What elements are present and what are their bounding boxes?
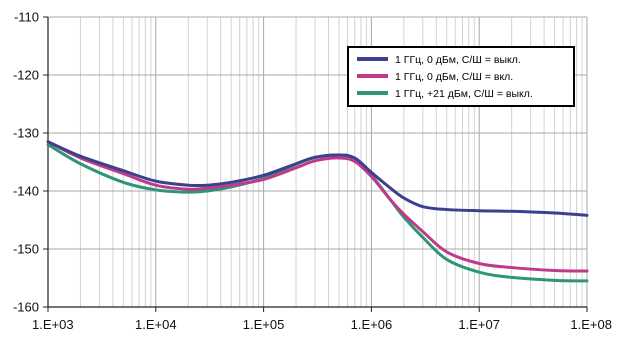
series-line-1 xyxy=(46,140,589,217)
x-tick-label: 1.E+05 xyxy=(243,317,285,332)
x-tick-label: 1.E+06 xyxy=(351,317,393,332)
series-lines xyxy=(46,140,589,283)
x-tick-label: 1.E+04 xyxy=(135,317,177,332)
x-tick-label: 1.E+07 xyxy=(458,317,500,332)
legend-label-2: 1 ГГц, 0 дБм, С/Ш = вкл. xyxy=(395,71,513,83)
y-tick-labels: -110 -120 -130 -140 -150 -160 xyxy=(13,10,39,315)
x-tick-labels: 1.E+03 1.E+04 1.E+05 1.E+06 1.E+07 1.E+08 xyxy=(32,317,612,332)
y-tick-label: -150 xyxy=(13,242,39,257)
legend: 1 ГГц, 0 дБм, С/Ш = выкл. 1 ГГц, 0 дБм, С… xyxy=(347,46,575,107)
x-tick-label: 1.E+03 xyxy=(32,317,74,332)
y-tick-label: -130 xyxy=(13,126,39,141)
y-tick-label: -120 xyxy=(13,68,39,83)
y-tick-label: -140 xyxy=(13,184,39,199)
series-line-3 xyxy=(46,143,589,283)
legend-label-3: 1 ГГц, +21 дБм, С/Ш = выкл. xyxy=(395,88,533,100)
series-line-2 xyxy=(46,140,589,273)
legend-label-1: 1 ГГц, 0 дБм, С/Ш = выкл. xyxy=(395,54,521,66)
axes xyxy=(43,16,588,312)
minor-gridlines xyxy=(79,17,583,307)
x-tick-label: 1.E+08 xyxy=(570,317,612,332)
y-tick-label: -110 xyxy=(14,10,39,25)
y-tick-label: -160 xyxy=(13,300,39,315)
